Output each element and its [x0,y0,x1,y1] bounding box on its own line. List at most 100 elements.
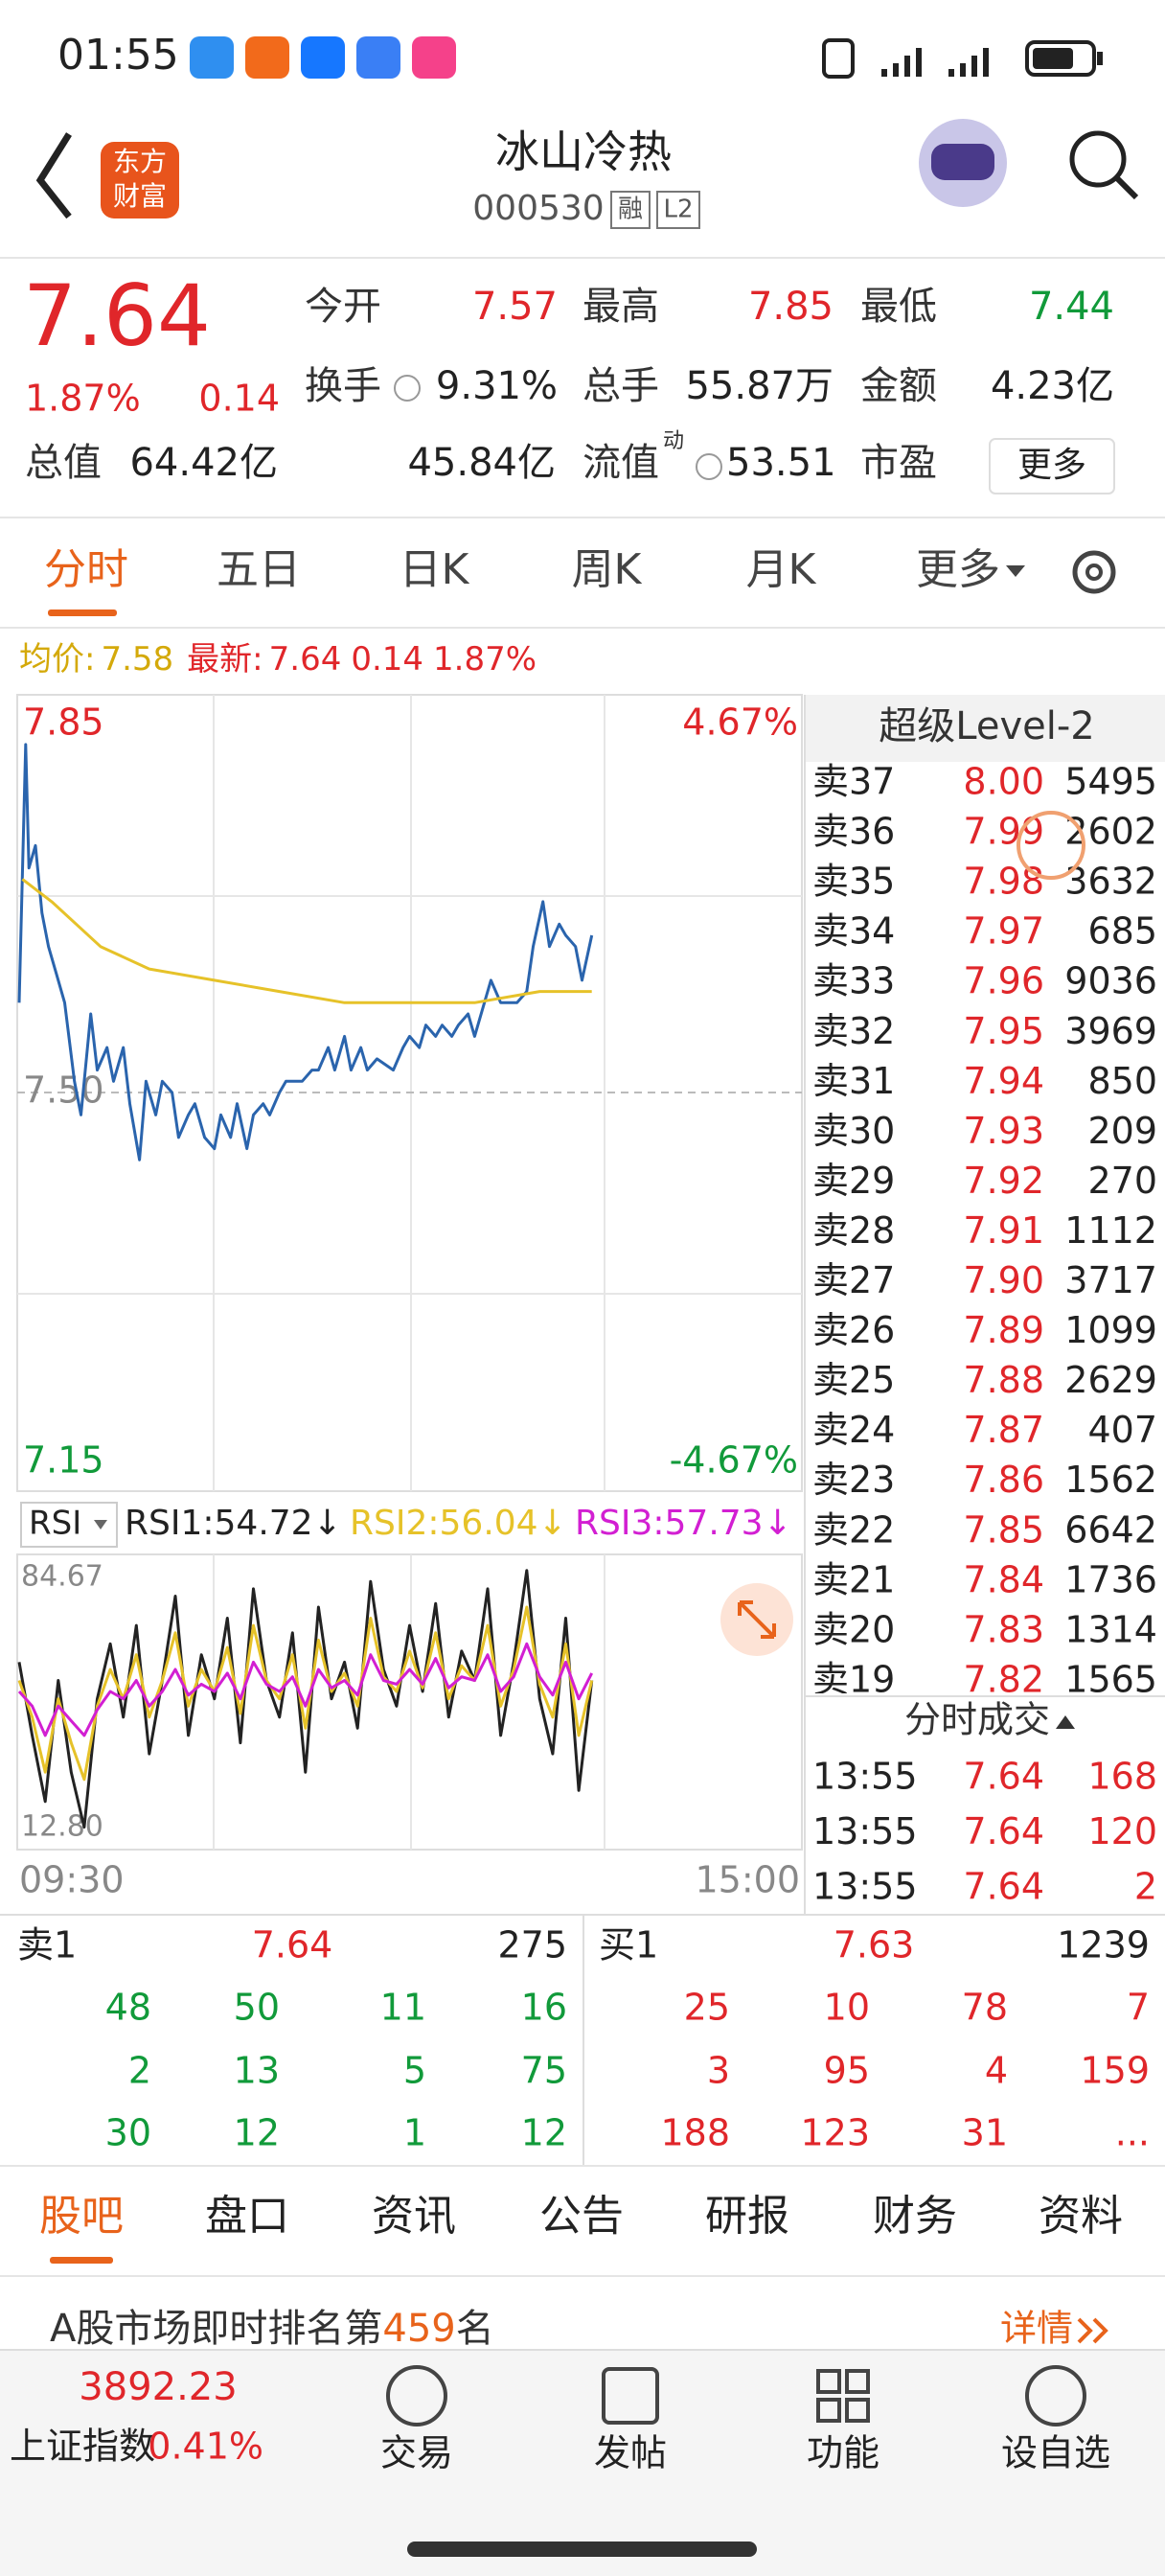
queue-cell: 159 [1080,2050,1150,2092]
tag: 融 [618,196,643,224]
change-pct: 1.87% [25,378,141,420]
y2-tick-label: -4.67% [670,1439,798,1482]
app-icon [301,36,345,79]
ask-cell: 7.94 [963,1060,1044,1102]
ask-cell: 6642 [1064,1508,1157,1551]
field-label: 今开 [305,285,381,329]
book-label: 卖1 [17,1924,77,1966]
tab[interactable]: 日K [400,545,470,594]
settings-button[interactable] [1072,550,1116,594]
tab[interactable]: 五日 [217,545,301,594]
nav-item[interactable]: 发帖 [594,2432,667,2474]
ask-cell: 7.89 [963,1309,1044,1351]
logo-text: 财富 [113,180,167,212]
content-tab[interactable]: 研报 [705,2192,789,2241]
field-label: 最低 [860,285,937,329]
more-button[interactable]: 更多 [1017,446,1086,485]
content-tab[interactable]: 股吧 [39,2192,124,2241]
y-tick-label: 7.50 [23,1070,104,1112]
search-handle [1114,175,1139,200]
ask-cell: 卖26 [812,1309,895,1351]
trade-cell: 13:55 [812,1810,918,1852]
tag-box [656,191,700,229]
ask-cell: 卖23 [812,1459,895,1501]
ask-cell: 卖20 [812,1608,895,1650]
queue-cell: 7 [1127,1987,1150,2029]
download-button[interactable] [1017,811,1085,880]
nav-icon [1025,2365,1086,2426]
y-tick-label: 7.85 [23,702,104,744]
series-line [17,1642,594,1737]
app-icon [356,36,400,79]
queue-cell: 3 [707,2050,730,2092]
app-icon [245,36,289,79]
ask-cell: 685 [1087,910,1157,953]
queue-cell: 4 [985,2050,1008,2092]
back-button[interactable] [35,132,72,219]
ask-cell: 卖22 [812,1508,895,1551]
field-value: 7.44 [1029,285,1114,329]
ask-cell: 卖21 [812,1558,895,1600]
rsi-selector[interactable] [20,1502,118,1548]
summary-item: 均价: [19,640,95,678]
ask-cell: 卖34 [812,910,895,953]
summary-item: 0.14 [351,640,423,678]
signal-icon [881,48,989,77]
search-button[interactable] [1069,130,1127,188]
book-volume: 275 [497,1924,567,1966]
ask-cell: 7.83 [963,1608,1044,1650]
index-value: 3892.23 [79,2365,237,2409]
ask-cell: 卖35 [812,861,895,903]
rsi-frame [16,1553,803,1851]
content-tab[interactable]: 公告 [539,2192,624,2241]
nav-item[interactable]: 设自选 [1001,2432,1110,2474]
summary-line: 均价: 7.58 最新: 7.64 0.14 1.87% [19,640,537,678]
nav-item[interactable]: 功能 [807,2432,879,2474]
nav-item[interactable]: 交易 [380,2432,453,2474]
legend-entry: RSI3:57.73↓ [575,1504,792,1543]
ask-cell: 卖24 [812,1409,895,1451]
content-tab[interactable]: 资料 [1039,2192,1123,2241]
field-label: 金额 [860,364,937,408]
more-button[interactable] [989,438,1115,494]
trade-cell: 13:55 [812,1756,918,1798]
ask-cell: 7.91 [963,1209,1044,1252]
x-tick-label: 09:30 [19,1859,125,1901]
ask-cell: 卖29 [812,1160,895,1202]
content-tab[interactable]: 盘口 [205,2192,289,2241]
tab[interactable]: 更多 [916,545,1000,594]
ask-cell: 3969 [1064,1010,1157,1052]
tab-underline [50,2257,113,2264]
trade-cell: 13:55 [812,1866,918,1908]
panel-title: 分时成交 [904,1699,1050,1741]
avatar-face [931,144,994,180]
stock-name: 冰山冷热 [495,126,672,178]
summary-item: 1.87% [433,640,537,678]
nav-icon [386,2365,447,2426]
ranking-part: A股市场即时排名第 [50,2307,382,2351]
content-tab[interactable]: 资讯 [372,2192,456,2241]
ask-cell: 3717 [1064,1259,1157,1301]
field-value: 64.42亿 [129,441,278,485]
level2-header [806,695,1165,762]
tab[interactable]: 月K [746,545,817,594]
field-value: 4.23亿 [991,364,1114,408]
change: 0.14 [198,378,280,420]
ask-cell: 5495 [1064,761,1157,803]
nfc-icon [822,38,855,79]
tab[interactable]: 分时 [44,545,128,594]
rsi-selector-text[interactable]: RSI [29,1505,81,1543]
book-label: 买1 [599,1924,658,1966]
tab[interactable]: 周K [572,545,643,594]
ask-cell: 7.84 [963,1558,1044,1600]
detail-link[interactable]: 详情 [1000,2308,1073,2350]
y-tick-label: 84.67 [21,1560,103,1594]
content-tab[interactable]: 财务 [873,2192,957,2241]
battery-icon [1025,40,1096,77]
ranking: A股市场即时排名第459名 [50,2307,494,2351]
ask-cell: 卖27 [812,1259,895,1301]
ask-cell: 850 [1087,1060,1157,1102]
